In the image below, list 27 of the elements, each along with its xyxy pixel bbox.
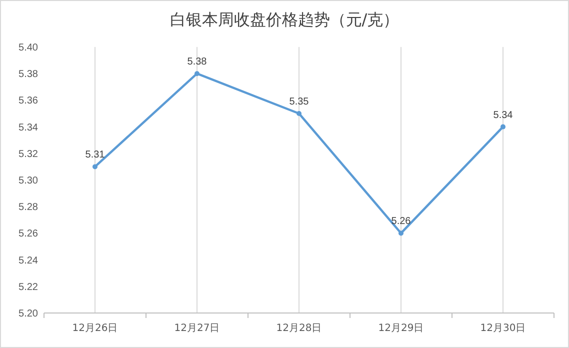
point bbox=[194, 71, 200, 76]
x-tick-label: 12月28日 bbox=[276, 323, 322, 334]
y-tick-label: 5.30 bbox=[18, 176, 38, 186]
x-tick-label: 12月27日 bbox=[174, 323, 220, 334]
data-label: 5.31 bbox=[85, 150, 106, 161]
point bbox=[500, 124, 506, 130]
point bbox=[92, 164, 98, 170]
y-tick-label: 5.20 bbox=[18, 308, 38, 320]
y-tick-label: 5.26 bbox=[18, 228, 38, 240]
data-label: 5.38 bbox=[187, 56, 208, 68]
data-label: 5.26 bbox=[391, 216, 412, 228]
y-tick-label: 5.32 bbox=[18, 148, 38, 160]
chart-title: 白银本周收盘价格趋势（元/克） bbox=[170, 10, 400, 29]
x-tick-label: 12月30日 bbox=[480, 323, 526, 334]
data-label: 5.34 bbox=[493, 110, 514, 121]
y-tick-label: 5.40 bbox=[18, 42, 38, 54]
y-tick-label: 5.34 bbox=[18, 122, 38, 134]
x-tick-label: 12月26日 bbox=[72, 323, 118, 334]
y-tick-label: 5.24 bbox=[18, 255, 38, 266]
data-label: 5.35 bbox=[289, 96, 310, 108]
y-tick-label: 5.22 bbox=[18, 282, 38, 293]
point bbox=[296, 111, 302, 116]
y-tick-label: 5.38 bbox=[18, 69, 38, 80]
x-tick-label: 12月29日 bbox=[378, 323, 424, 334]
point bbox=[398, 230, 404, 236]
y-tick-label: 5.36 bbox=[18, 96, 38, 107]
y-tick-label: 5.28 bbox=[18, 202, 38, 214]
